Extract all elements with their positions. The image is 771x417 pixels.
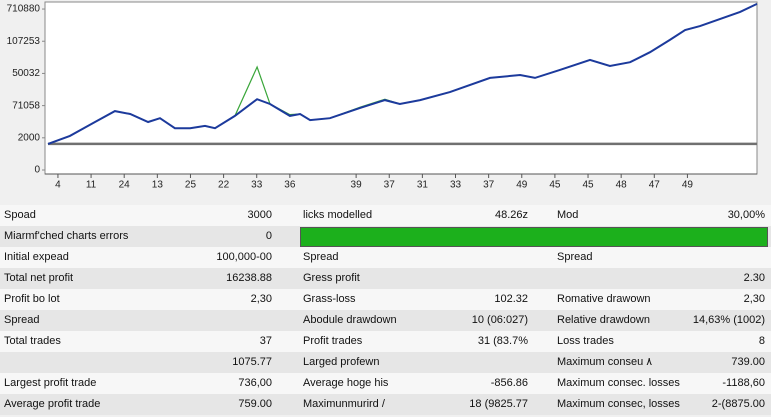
y-tick-label: 2000 <box>18 132 41 143</box>
cell-label: Total trades <box>4 335 61 347</box>
x-tick-label: 49 <box>516 180 528 191</box>
chart: 0 2000 71058 50032 107253 710880 4 11 24 13 25 22 33… <box>0 0 771 200</box>
x-tick-label: 25 <box>185 180 197 191</box>
x-tick-label: 45 <box>582 180 594 191</box>
cell-label: Maximunmurird / <box>303 398 385 410</box>
cell-label: Abodule drawdown <box>303 314 397 326</box>
table-row: Average profit trade 759.00 Maximunmurird … <box>0 394 771 415</box>
cell-label: Average profit trade <box>4 398 101 410</box>
cell-label: Relative drawdown <box>557 314 650 326</box>
cell-label: Larged profewn <box>303 356 380 368</box>
cell-value: 102.32 <box>494 293 528 305</box>
table-row: 1075.77 Larged profewn Maximum conseu ۸ 739… <box>0 352 771 373</box>
cell-value: 759.00 <box>238 398 272 410</box>
cell-label: Maximum consec. losses <box>557 377 680 389</box>
cell-value: 3000 <box>247 209 272 221</box>
table-row: Spoad 3000 licks modelled 48.26z Mod 30,00% <box>0 205 771 226</box>
cell-value: -1188,60 <box>722 377 765 389</box>
cell-label: Largest profit trade <box>4 377 97 389</box>
cell-label: Romative drawown <box>557 293 651 305</box>
table-row: Total trades 37 Profit trades 31 (83.7% Loss… <box>0 331 771 352</box>
cell-value: 100,000-00 <box>216 251 272 263</box>
cell-value: 30,00% <box>727 209 765 221</box>
cell-label: Maximum conseu ۸ <box>557 356 653 368</box>
cell-value: 16238.88 <box>226 272 272 284</box>
cell-label: Gress profit <box>303 272 360 284</box>
cell-label: Spread <box>557 251 593 263</box>
cell-value: 2,30 <box>743 293 765 305</box>
x-tick-label: 33 <box>251 180 263 191</box>
cell-label: Profit trades <box>303 335 363 347</box>
cell-label: Average hoge his <box>303 377 389 389</box>
x-tick-label: 4 <box>55 180 61 191</box>
cell-label: Grass-loss <box>303 293 356 305</box>
y-tick-label: 50032 <box>12 68 40 79</box>
table-row: Total net profit 16238.88 Gress profit 2.30 <box>0 268 771 289</box>
table-row: Profit bo lot 2,30 Grass-loss 102.32 Romativ… <box>0 289 771 310</box>
cell-label: Initial expead <box>4 251 69 263</box>
cell-value: 2-(8875.00 <box>711 398 765 410</box>
cell-label: Mod <box>557 209 579 221</box>
x-tick-label: 24 <box>119 180 131 191</box>
cell-label: Miarmf'ched charts errors <box>4 230 129 242</box>
x-tick-label: 45 <box>549 180 561 191</box>
x-tick-label: 37 <box>384 180 396 191</box>
table-row: Initial expead 100,000-00 Spread Spread <box>0 247 771 268</box>
cell-label: Total net profit <box>4 272 74 284</box>
table-row: Largest profit trade 736,00 Average hoge h… <box>0 373 771 394</box>
cell-value: 37 <box>259 335 272 347</box>
x-tick-label: 22 <box>218 180 230 191</box>
cell-label: licks modelled <box>303 209 373 221</box>
x-tick-label: 11 <box>86 180 97 191</box>
x-tick-label: 39 <box>351 180 363 191</box>
cell-value: 14,63% (1002) <box>692 314 765 326</box>
cell-label: Spread <box>303 251 339 263</box>
y-tick-label: 710880 <box>7 4 41 15</box>
cell-label: Profit bo lot <box>4 293 60 305</box>
cell-value: 0 <box>265 230 272 242</box>
cell-label: Spoad <box>4 209 36 221</box>
cell-value: 31 (83.7% <box>477 335 528 347</box>
cell-label: Spread <box>4 314 40 326</box>
y-tick-label: 71058 <box>12 100 40 111</box>
x-tick-label: 48 <box>616 180 628 191</box>
cell-value: 8 <box>758 335 765 347</box>
y-tick-label: 0 <box>34 165 40 176</box>
cell-label: Maximum consec, losses <box>557 398 680 410</box>
cell-value: 2.30 <box>743 272 765 284</box>
x-tick-label: 47 <box>649 180 661 191</box>
cell-value: 736,00 <box>238 377 272 389</box>
cell-label: Loss trades <box>557 335 614 347</box>
cell-value: 10 (06:027) <box>471 314 528 326</box>
table-row: Spread Abodule drawdown 10 (06:027) Relativ… <box>0 310 771 331</box>
x-tick-label: 33 <box>450 180 462 191</box>
cell-value: 2,30 <box>250 293 272 305</box>
cell-value: 1075.77 <box>232 356 272 368</box>
x-tick-label: 13 <box>152 180 164 191</box>
cell-value: 739.00 <box>731 356 765 368</box>
cell-value: 48.26z <box>494 209 528 221</box>
y-tick-label: 107253 <box>7 36 41 47</box>
x-tick-label: 37 <box>483 180 495 191</box>
report-table: Spoad 3000 licks modelled 48.26z Mod 30,00% Mi… <box>0 205 771 415</box>
series-line <box>47 2 758 145</box>
cell-value: 18 (9825.77 <box>469 398 528 410</box>
x-tick-label: 31 <box>417 180 429 191</box>
x-tick-label: 49 <box>682 180 694 191</box>
plot-area <box>44 1 758 175</box>
cell-value: -856.86 <box>490 377 528 389</box>
progress-bar <box>300 227 768 247</box>
x-tick-label: 36 <box>284 180 296 191</box>
